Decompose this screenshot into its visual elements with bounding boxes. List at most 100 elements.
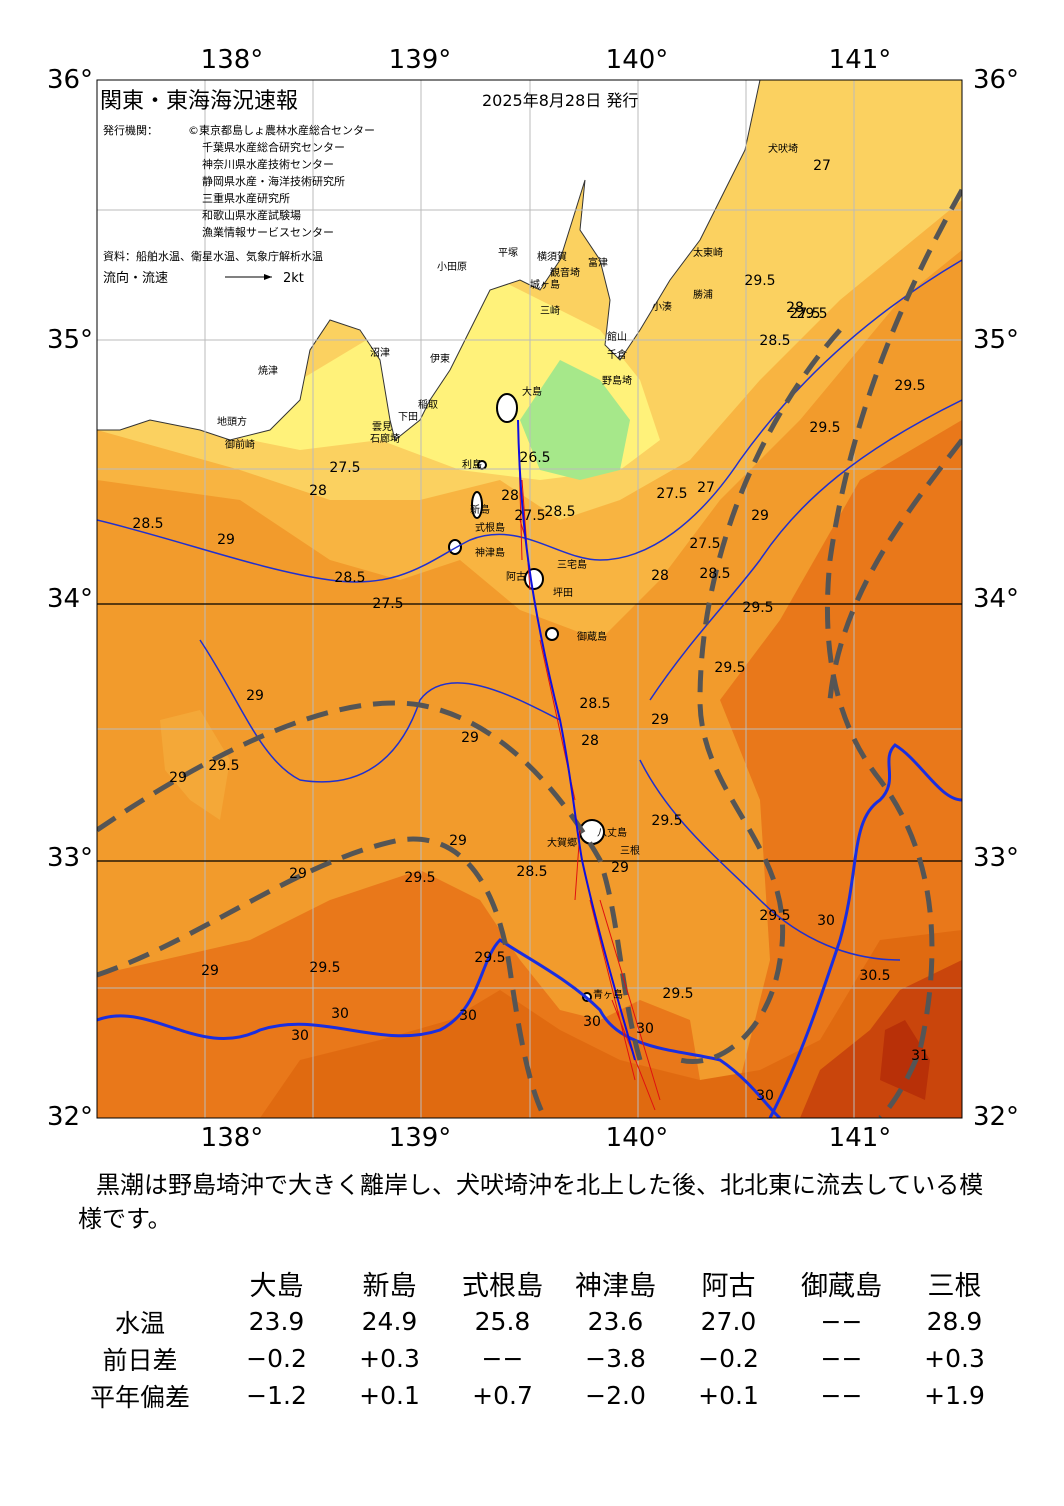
place-name: 勝浦 — [693, 288, 713, 301]
contour-label: 28.5 — [699, 566, 730, 582]
lat-label: 32° — [973, 1102, 1019, 1132]
table-cell: 23.6 — [587, 1307, 644, 1336]
table-cell: −0.2 — [246, 1344, 307, 1373]
table-cell: −− — [820, 1307, 863, 1336]
table-cell: 前日差 — [102, 1345, 178, 1375]
place-name: 下田 — [398, 412, 418, 423]
source: 資料：船舶水温、衛星水温、気象庁解析水温 — [103, 249, 323, 263]
contour-label: 27.5 — [789, 306, 820, 322]
place-name: 稲取 — [418, 399, 438, 411]
contour-label: 30 — [459, 1008, 477, 1024]
lon-label: 138° — [201, 1123, 264, 1153]
contour-label: 30 — [756, 1088, 774, 1104]
contour-label: 27.5 — [514, 508, 545, 524]
contour-label: 31 — [911, 1048, 929, 1064]
table-header: 阿古 — [701, 1271, 756, 1302]
sea-temp — [880, 1020, 930, 1100]
contour-label: 28.5 — [516, 864, 547, 880]
lon-label: 140° — [606, 1123, 669, 1153]
place-name: 三根 — [620, 844, 640, 857]
table-cell — [60, 1264, 220, 1303]
place-name: 伊東 — [430, 352, 450, 365]
place-name: 大島 — [522, 385, 542, 398]
publishers-label: 発行機関： — [103, 123, 158, 137]
legend-arrow-head — [264, 274, 272, 280]
table-cell: 24.9 — [361, 1307, 418, 1336]
contour-label: 29.5 — [474, 950, 505, 966]
contour-label: 30 — [291, 1028, 309, 1044]
publisher: ©東京都島しょ農林水産総合センター — [188, 123, 375, 137]
place-name: 大賀郷 — [547, 836, 577, 849]
place-name: 野島埼 — [602, 374, 632, 387]
contour-label: 29.5 — [744, 273, 775, 289]
contour-label: 27.5 — [329, 460, 360, 476]
contour-label: 29 — [651, 712, 669, 728]
place-name: 千倉 — [607, 348, 627, 361]
place-name: 御蔵島 — [577, 630, 607, 643]
contour-label: 28.5 — [579, 696, 610, 712]
lat-label: 34° — [47, 584, 93, 614]
place-name: 式根島 — [475, 521, 505, 534]
table-row: 前日差 −0.2 +0.3 −− −3.8 −0.2 −− +0.3 — [60, 1340, 1011, 1377]
table-header: 神津島 — [575, 1271, 656, 1302]
lat-label: 35° — [973, 325, 1019, 355]
table-header: 新島 — [362, 1271, 417, 1302]
contour-label: 29 — [751, 508, 769, 524]
contour-label: 27 — [813, 158, 831, 174]
contour-label: 29 — [611, 860, 629, 876]
contour-label: 28 — [309, 483, 327, 499]
table-cell: −− — [820, 1381, 863, 1410]
contour-label: 28 — [581, 733, 599, 749]
legend-label: 流向・流速 — [103, 270, 168, 286]
place-name: 犬吠埼 — [768, 142, 798, 155]
place-name: 阿古 — [506, 570, 526, 583]
contour-label: 29 — [217, 532, 235, 548]
place-name: 富津 — [588, 256, 608, 269]
lat-label: 33° — [973, 843, 1019, 873]
table-cell: −0.2 — [698, 1344, 759, 1373]
contour-label: 29.5 — [759, 908, 790, 924]
contour-label: 28 — [651, 568, 669, 584]
table-header: 大島 — [249, 1271, 304, 1302]
table-cell: −− — [481, 1344, 524, 1373]
place-name: 神津島 — [475, 546, 505, 559]
land — [97, 80, 761, 441]
map-title: 関東・東海海況速報 — [100, 89, 298, 114]
place-name: 城ヶ島 — [530, 278, 560, 291]
table-header: 御蔵島 — [801, 1271, 882, 1302]
place-name: 小湊 — [652, 300, 672, 313]
map-area — [97, 80, 962, 1118]
contour-label: 29 — [169, 770, 187, 786]
grid-major — [97, 603, 962, 862]
contour-label: 28.5 — [544, 504, 575, 520]
place-name: 石廊埼 — [370, 432, 400, 445]
place-name: 焼津 — [258, 365, 278, 377]
lat-label: 36° — [973, 65, 1019, 95]
place-name: 利島 — [462, 458, 482, 471]
lon-label: 138° — [201, 45, 264, 75]
contour-label: 30 — [817, 913, 835, 929]
place-name: 小田原 — [437, 261, 467, 273]
contour-label: 29 — [449, 833, 467, 849]
lon-label: 139° — [389, 1123, 452, 1153]
contour-label: 28.5 — [334, 570, 365, 586]
lat-label: 36° — [47, 65, 93, 95]
contour-label: 29.5 — [309, 960, 340, 976]
place-name: 御前崎 — [225, 438, 255, 451]
contour-label: 29 — [289, 866, 307, 882]
place-name: 坪田 — [553, 586, 573, 599]
place-name: 雲見 — [372, 421, 392, 433]
table-row: 水温 23.9 24.9 25.8 23.6 27.0 −− 28.9 — [60, 1303, 1011, 1340]
table-header: 式根島 — [462, 1271, 543, 1302]
contour-label: 29.5 — [742, 600, 773, 616]
place-name: 地頭方 — [217, 415, 247, 428]
contour-label: 29.5 — [208, 758, 239, 774]
table-cell: −2.0 — [585, 1381, 646, 1410]
table-cell: 水温 — [114, 1308, 165, 1338]
contour-label: 30.5 — [859, 968, 890, 984]
map: 138° 138° 139° 139° 140° 140° 141° 141° 36° 36° 35… — [47, 45, 1019, 1153]
place-name: 観音埼 — [550, 266, 580, 279]
contour-label: 29.5 — [404, 870, 435, 886]
table-cell: −1.2 — [246, 1381, 307, 1410]
sea-temp — [260, 930, 962, 1118]
